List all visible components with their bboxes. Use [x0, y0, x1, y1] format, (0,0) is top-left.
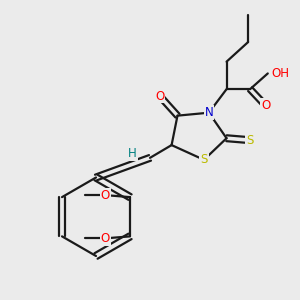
- Text: H: H: [128, 147, 137, 161]
- Text: N: N: [205, 106, 213, 119]
- Text: O: O: [101, 232, 110, 245]
- Text: S: S: [200, 153, 208, 166]
- Text: O: O: [261, 99, 270, 112]
- Text: O: O: [155, 89, 164, 103]
- Text: OH: OH: [272, 67, 290, 80]
- Text: S: S: [246, 134, 254, 147]
- Text: O: O: [101, 189, 110, 202]
